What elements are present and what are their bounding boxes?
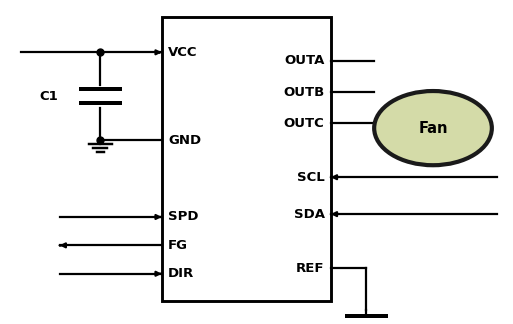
Text: SDA: SDA — [293, 208, 325, 221]
Text: OUTB: OUTB — [283, 86, 325, 98]
Text: DIR: DIR — [168, 267, 194, 280]
Text: SPD: SPD — [168, 211, 199, 224]
Text: SCL: SCL — [297, 171, 325, 184]
Text: OUTA: OUTA — [284, 54, 325, 67]
Text: GND: GND — [168, 134, 201, 147]
Text: VCC: VCC — [168, 46, 198, 59]
Bar — [162, 17, 331, 301]
Text: Fan: Fan — [418, 121, 448, 136]
Circle shape — [374, 91, 492, 165]
Text: C1: C1 — [39, 90, 58, 103]
Text: REF: REF — [296, 261, 325, 274]
Text: OUTC: OUTC — [284, 117, 325, 130]
Text: FG: FG — [168, 239, 188, 252]
